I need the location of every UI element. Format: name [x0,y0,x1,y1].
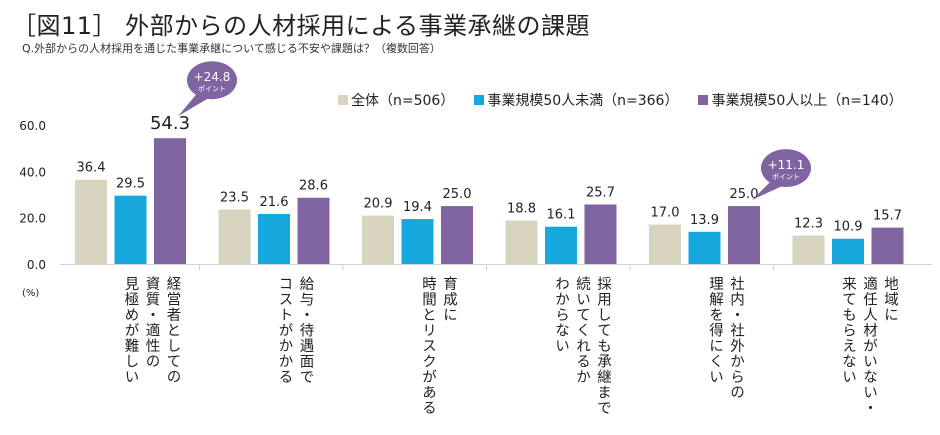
legend-label: 事業規模50人未満（n=366） [487,93,679,109]
category-label-line: 来てもらえない [840,276,856,385]
data-label: 16.1 [547,208,576,223]
callout-value: +24.8 [194,70,231,84]
category-label: 経営者としての 資質・適性の 見極めが難しい [120,276,183,385]
callout-bubble [761,149,811,188]
bar [505,220,538,264]
bar [362,215,394,264]
bar [297,197,330,264]
bar [871,227,904,264]
legend-item: 全体（n=506） [338,90,454,110]
bar [401,219,434,264]
category-label-line: 採用しても承継まで [595,276,611,416]
bar [832,238,864,264]
category-label-line: コストがかかる [276,276,293,385]
data-label: 15.7 [873,209,902,224]
data-label: 12.3 [794,217,823,232]
chart-subtitle: Q.外部からの人材採用を通じた事業承継について感じる不安や課題は？（複数回答） [22,42,441,55]
bar [114,195,147,264]
bar [728,206,760,264]
bar [441,206,473,264]
category-label-line: 社内・社外からの [728,276,744,400]
category-label: 給与・待遇面で コストがかかる [274,276,316,385]
bar [649,224,681,264]
data-label: 17.0 [651,206,680,221]
y-tick-label: 60.0 [19,119,46,133]
category-label: 地域に 適任人材がいない・ 来てもらえない [837,276,900,416]
bar [688,231,721,264]
bar [75,179,107,264]
data-label: 25.0 [443,187,472,202]
bar [258,213,290,264]
callout-value: +11.1 [768,158,805,172]
legend-item: 事業規模50人未満（n=366） [474,90,678,110]
legend-swatch [474,95,485,105]
category-label-line: 続いてくれるか [574,276,590,385]
category-label-line: 適任人材がいない・ [861,276,877,416]
category-label-line: 育成に [441,276,457,323]
legend-label: 全体（n=506） [351,93,455,109]
category-label-line: 資質・適性の [143,276,160,369]
data-label: 54.3 [150,113,190,134]
data-label: 10.9 [834,220,863,235]
callout-unit: ポイント [198,85,226,93]
callout-bubble [187,61,237,100]
legend: 全体（n=506） 事業規模50人未満（n=366） 事業規模50人以上（n=140… [338,90,903,110]
bar [584,204,617,264]
legend-label: 事業規模50人以上（n=140） [711,93,903,109]
data-label: 25.0 [730,187,759,202]
category-label-line: 理解を得にくい [707,276,723,385]
data-label: 13.9 [690,213,719,228]
data-label: 20.9 [364,197,393,212]
callout-unit: ポイント [772,173,800,181]
category-label: 育成に 時間とリスクがある [417,276,459,416]
chart-title: ［図11］ 外部からの人材採用による事業承継の課題 [12,12,590,40]
data-label: 28.6 [299,179,328,194]
data-label: 36.4 [77,161,106,176]
category-label: 採用しても承継まで 続いてくれるか わからない [550,276,613,416]
category-label-line: 経営者としての [164,276,181,385]
legend-swatch [338,95,348,105]
bar [545,226,577,264]
category-label-line: 地域に [882,276,898,323]
y-tick-label: 40.0 [19,165,46,179]
category-label-line: 時間とリスクがある [420,276,436,416]
bar [218,209,251,264]
legend-swatch [698,95,709,105]
callout-tail [178,92,210,117]
data-label: 23.5 [220,191,249,206]
category-label-line: 給与・待遇面で [297,276,314,385]
category-label-line: 見極めが難しい [122,276,139,385]
data-label: 21.6 [260,195,289,210]
category-label-line: わからない [553,276,569,354]
data-label: 25.7 [586,185,615,200]
y-tick-label: 0.0 [27,258,46,272]
category-label: 社内・社外からの 理解を得にくい [704,276,746,400]
bar [792,235,825,264]
data-label: 18.8 [507,201,536,216]
legend-item: 事業規模50人以上（n=140） [698,90,903,110]
data-label: 19.4 [403,200,432,215]
y-tick-label: 20.0 [19,212,46,226]
bar [154,138,186,264]
unit-label: (%) [22,288,40,299]
data-label: 29.5 [116,177,145,192]
